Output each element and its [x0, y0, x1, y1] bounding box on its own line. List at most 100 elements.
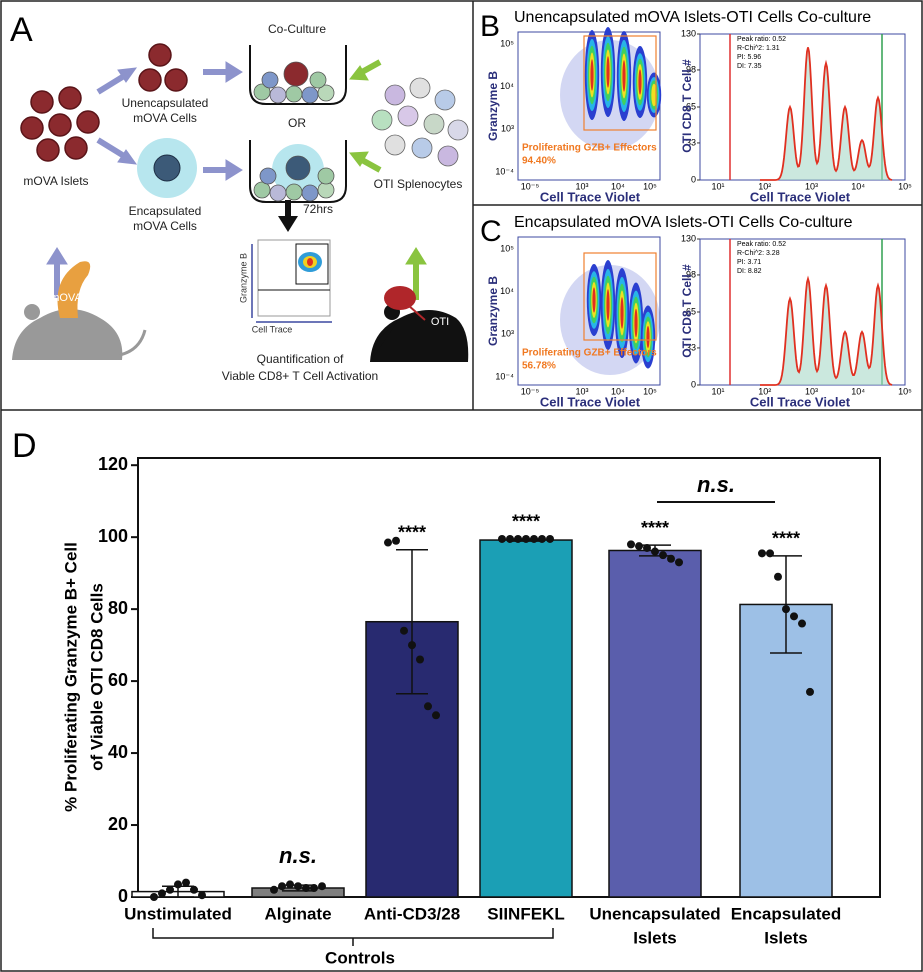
gate-label: Proliferating GZB+ Effectors: [522, 143, 657, 154]
group-bracket: [152, 928, 554, 946]
data-point: [659, 551, 667, 560]
x-tick-label: Anti-CD3/28: [364, 904, 460, 923]
data-point: [514, 534, 522, 543]
tick-label: 10⁴: [851, 181, 865, 191]
tick-label: 10³: [805, 386, 818, 396]
significance-label: ****: [641, 518, 669, 538]
density: [646, 325, 650, 349]
group-label: Controls: [325, 948, 395, 967]
gate: [583, 35, 657, 131]
density: [638, 69, 642, 95]
gate-label: Proliferating GZB+ Effectors: [522, 348, 657, 359]
tick-label: 65: [686, 306, 696, 316]
tick-label: 10⁴: [500, 81, 514, 91]
data-point: [530, 534, 538, 543]
tick-label: 10⁻⁴: [495, 371, 514, 381]
oti-mouse: [370, 286, 469, 362]
data-point: [774, 572, 782, 581]
well: [249, 45, 347, 105]
density: [606, 56, 610, 88]
data-point: [758, 549, 766, 558]
stat: R-Chi^2: 3.28: [737, 250, 780, 257]
significance-label: n.s.: [279, 843, 317, 868]
panel-label: B: [480, 10, 500, 43]
tick-label: 130: [681, 28, 696, 38]
y-tick-label: 60: [108, 670, 128, 690]
significance-label: ****: [512, 512, 540, 532]
data-point: [318, 882, 326, 891]
tick-label: 130: [681, 233, 696, 243]
islets-icon: [20, 86, 100, 162]
data-point: [294, 882, 302, 891]
tick-label: 10⁻⁴: [495, 166, 514, 176]
fit-area: [760, 47, 892, 180]
gate-percent: 56.78%: [522, 361, 556, 372]
label: Unencapsulated: [122, 96, 209, 110]
mini-plot: [251, 239, 332, 323]
tick-label: 10²: [758, 181, 771, 191]
density: [592, 287, 596, 313]
arrows: [349, 59, 427, 300]
stat: R-Chi^2: 1.31: [737, 45, 780, 52]
data-point: [766, 549, 774, 558]
data-point: [286, 880, 294, 889]
label: mOVA Islets: [23, 174, 88, 188]
data-point: [400, 626, 408, 635]
label: OR: [288, 116, 306, 130]
tick-label: 10³: [501, 124, 514, 134]
label: mOVA Cells: [133, 219, 197, 233]
data-point: [182, 878, 190, 887]
tick-label: 10⁵: [643, 181, 657, 191]
label: Quantification of: [257, 352, 344, 366]
y-tick-label: 0: [118, 886, 128, 906]
axis-label: of Viable OTI CD8 Cells: [87, 583, 106, 771]
tick-label: 10³: [501, 329, 514, 339]
density: [590, 59, 594, 91]
x-tick-label: Islets: [764, 928, 807, 947]
density: [622, 60, 626, 92]
axis-label: % Proliferating Granzyme B+ Cell: [61, 542, 80, 812]
data-point: [538, 534, 546, 543]
tick-label: 10⁵: [643, 386, 657, 396]
stat: Peak ratio: 0.52: [737, 36, 786, 43]
axis-label: OTI CD8 T Cell #: [680, 59, 694, 153]
data-point: [392, 536, 400, 545]
axis-label: Cell Trace Violet: [540, 394, 641, 409]
data-point: [416, 655, 424, 664]
stat: Peak ratio: 0.52: [737, 241, 786, 248]
label: OTI Splenocytes: [374, 177, 463, 191]
label: Cell Trace: [252, 324, 293, 334]
density: [620, 297, 624, 329]
axis-label: Granzyme B: [486, 71, 500, 141]
x-tick-label: Unstimulated: [124, 904, 232, 923]
islet: [153, 154, 181, 182]
density: [651, 83, 657, 107]
tick-label: 10⁵: [500, 243, 514, 253]
panel-label: C: [480, 215, 502, 248]
fit-curve: [760, 47, 893, 181]
data-point: [408, 641, 416, 650]
tick-label: 98: [686, 269, 696, 279]
y-tick-label: 80: [108, 598, 128, 618]
tick-label: 10³: [575, 181, 588, 191]
tick-label: 10⁻⁵: [521, 181, 540, 191]
axis-label: Cell Trace Violet: [540, 189, 641, 204]
density: [634, 308, 638, 338]
fit-curve: [760, 275, 893, 386]
data-point: [651, 547, 659, 556]
axis-label: Cell Trace Violet: [750, 394, 851, 409]
data-point: [158, 889, 166, 898]
data-point: [190, 885, 198, 894]
bar: [608, 549, 702, 898]
data-point: [198, 891, 206, 900]
cells-icon: [138, 43, 188, 92]
tick-label: 10⁴: [851, 386, 865, 396]
fit-area: [760, 278, 892, 385]
data-point: [166, 885, 174, 894]
data-point: [782, 605, 790, 614]
splenocytes: [371, 77, 469, 167]
tick-label: 10²: [758, 386, 771, 396]
significance-label: ****: [772, 529, 800, 549]
